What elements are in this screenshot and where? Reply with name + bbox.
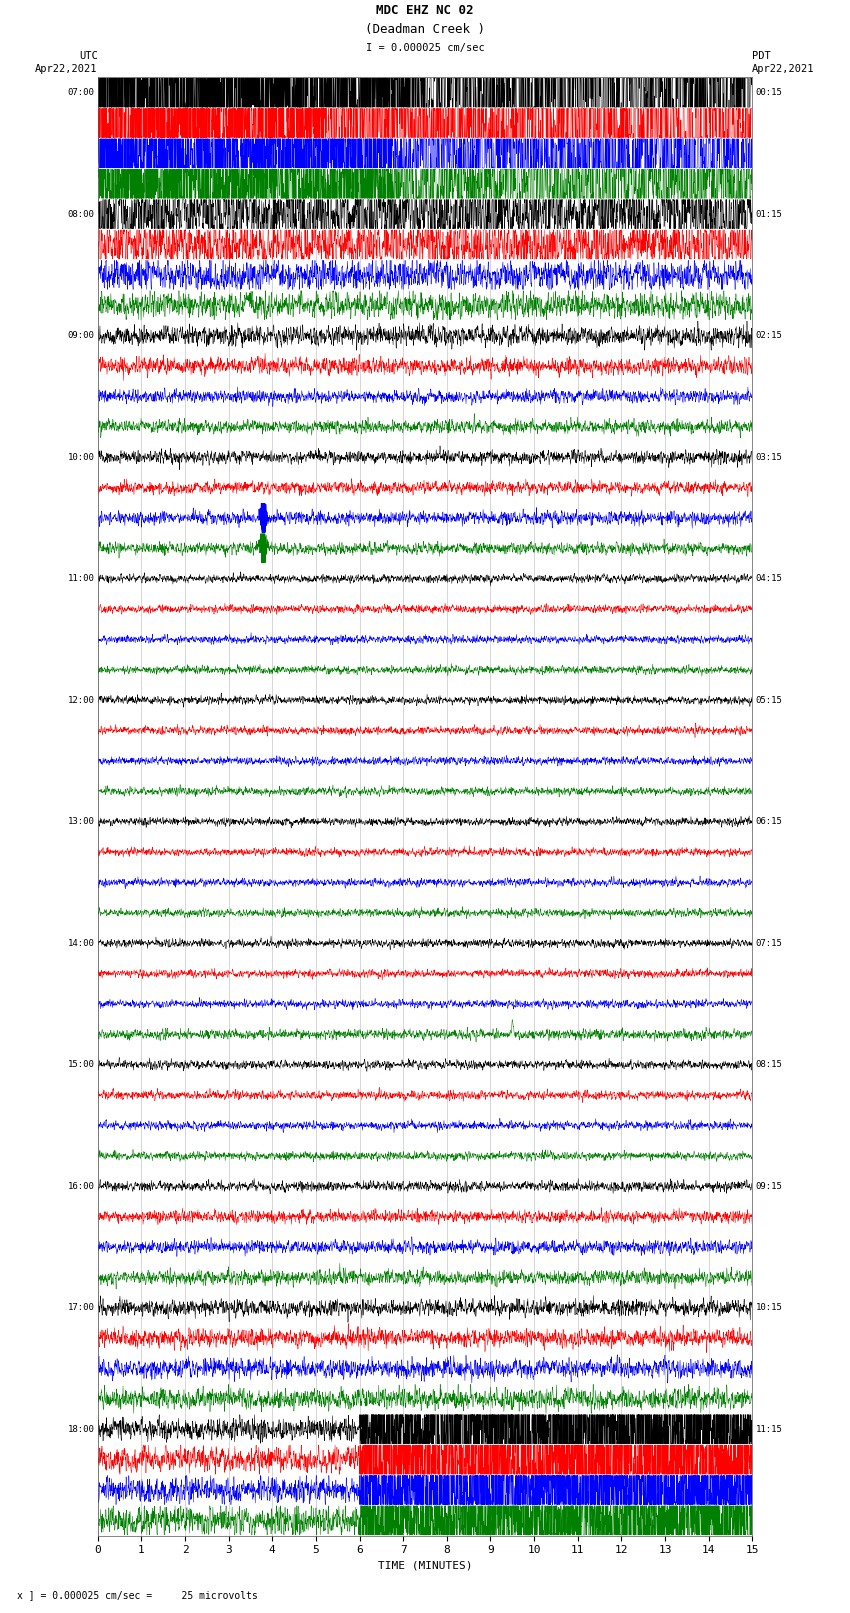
Text: Apr22,2021: Apr22,2021 [35,65,98,74]
Text: x ] = 0.000025 cm/sec =     25 microvolts: x ] = 0.000025 cm/sec = 25 microvolts [17,1590,258,1600]
Text: Apr22,2021: Apr22,2021 [752,65,815,74]
Text: 03:15: 03:15 [756,453,783,461]
Text: 14:00: 14:00 [67,939,94,948]
Text: 09:15: 09:15 [756,1182,783,1190]
Text: 11:00: 11:00 [67,574,94,584]
Text: 15:00: 15:00 [67,1060,94,1069]
X-axis label: TIME (MINUTES): TIME (MINUTES) [377,1561,473,1571]
Text: 07:15: 07:15 [756,939,783,948]
Text: 04:15: 04:15 [756,574,783,584]
Text: I = 0.000025 cm/sec: I = 0.000025 cm/sec [366,42,484,53]
Text: 12:00: 12:00 [67,695,94,705]
Text: 08:00: 08:00 [67,210,94,219]
Text: PDT: PDT [752,52,771,61]
Text: MDC EHZ NC 02: MDC EHZ NC 02 [377,3,473,16]
Text: 17:00: 17:00 [67,1303,94,1313]
Text: 11:15: 11:15 [756,1424,783,1434]
Text: 09:00: 09:00 [67,331,94,340]
Text: 16:00: 16:00 [67,1182,94,1190]
Text: 05:15: 05:15 [756,695,783,705]
Text: 13:00: 13:00 [67,818,94,826]
Text: 02:15: 02:15 [756,331,783,340]
Text: UTC: UTC [79,52,98,61]
Text: 00:15: 00:15 [756,89,783,97]
Text: 06:15: 06:15 [756,818,783,826]
Text: 18:00: 18:00 [67,1424,94,1434]
Text: 08:15: 08:15 [756,1060,783,1069]
Text: 07:00: 07:00 [67,89,94,97]
Text: 10:15: 10:15 [756,1303,783,1313]
Text: (Deadman Creek ): (Deadman Creek ) [365,23,485,35]
Text: 10:00: 10:00 [67,453,94,461]
Text: 01:15: 01:15 [756,210,783,219]
